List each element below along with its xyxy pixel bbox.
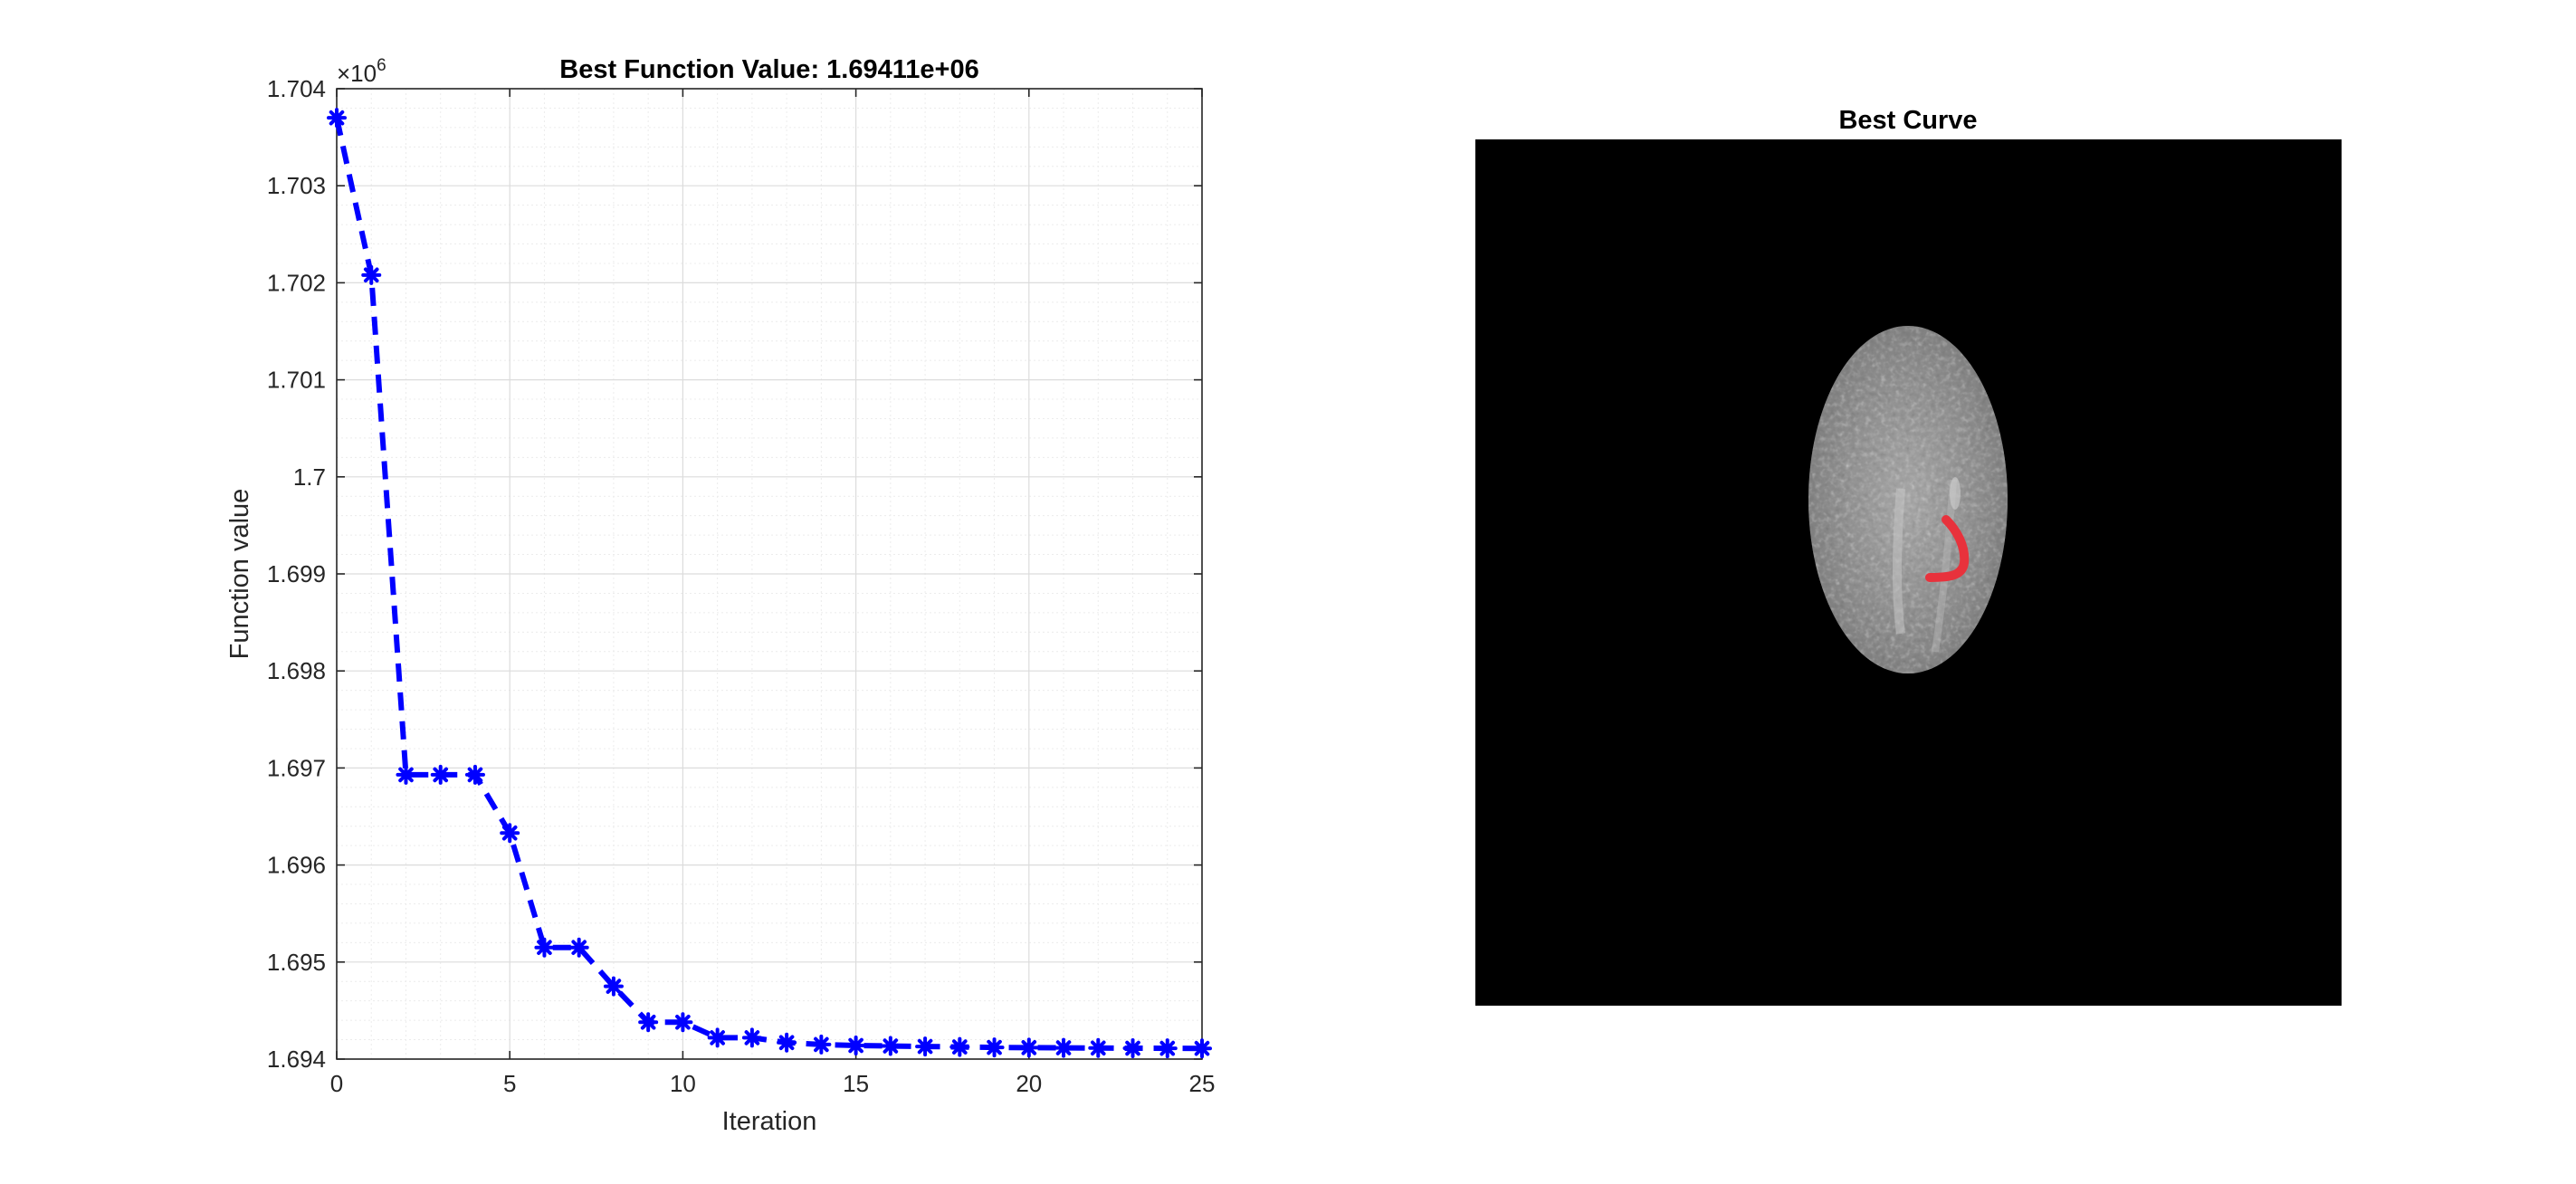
series-markers <box>327 108 1212 1059</box>
data-point <box>603 976 624 997</box>
exponent-power: 6 <box>377 56 386 75</box>
data-point <box>1157 1038 1178 1059</box>
data-point <box>500 823 520 844</box>
svg-text:×106: ×106 <box>337 56 386 87</box>
y-axis-exponent: ×106 <box>337 56 386 87</box>
y-tick-label: 1.699 <box>267 560 326 587</box>
y-tick-label: 1.7 <box>293 463 326 491</box>
x-tick-label: 10 <box>670 1070 696 1097</box>
data-point <box>396 764 416 785</box>
y-tick-label: 1.703 <box>267 172 326 199</box>
data-point <box>811 1034 832 1055</box>
image-title: Best Curve <box>1838 106 1977 135</box>
y-tick-label: 1.696 <box>267 852 326 879</box>
data-point <box>1088 1037 1109 1058</box>
data-point <box>638 1012 659 1033</box>
series-polyline <box>334 117 1203 1052</box>
function-value-chart: 0 5 10 15 20 25 1.6941.6951.6961.6971.6981.69… <box>225 55 1215 1136</box>
y-tick-label: 1.697 <box>267 754 326 781</box>
data-point <box>741 1027 762 1048</box>
data-point <box>707 1027 728 1048</box>
x-tick-labels: 0 5 10 15 20 25 <box>330 1070 1216 1097</box>
data-point <box>568 937 589 958</box>
data-point <box>915 1036 936 1057</box>
data-point <box>777 1032 797 1053</box>
y-tick-labels: 1.694 1.695 1.696 1.697 1.698 1.699 1.7 1.701 1.… <box>267 75 326 1073</box>
data-point <box>1018 1037 1039 1058</box>
y-tick-label: 1.702 <box>267 269 326 296</box>
data-point <box>1122 1037 1143 1058</box>
x-tick-label: 15 <box>843 1070 869 1097</box>
data-point <box>361 264 382 285</box>
data-point <box>430 764 451 785</box>
x-tick-label: 20 <box>1016 1070 1042 1097</box>
data-point <box>949 1036 970 1057</box>
y-axis-label: Function value <box>225 489 254 660</box>
y-tick-label: 1.701 <box>267 367 326 394</box>
data-point <box>984 1037 1005 1058</box>
data-point <box>845 1035 866 1055</box>
x-tick-label: 0 <box>330 1070 343 1097</box>
best-curve-path <box>1925 515 1970 582</box>
data-point <box>327 108 347 129</box>
y-tick-label: 1.695 <box>267 949 326 976</box>
data-point <box>1054 1037 1074 1058</box>
data-point <box>464 764 485 785</box>
y-tick-label: 1.704 <box>267 75 326 102</box>
y-tick-label: 1.698 <box>267 657 326 684</box>
major-grid <box>336 88 1203 1060</box>
data-point <box>673 1012 693 1033</box>
data-point <box>1192 1038 1212 1059</box>
series-line <box>334 117 1203 1052</box>
data-point <box>880 1036 901 1056</box>
chart-title: Best Function Value: 1.69411e+06 <box>559 55 978 84</box>
y-tick-label: 1.694 <box>267 1046 326 1073</box>
x-tick-label: 25 <box>1189 1070 1216 1097</box>
best-curve-image: Best Curve <box>1475 106 2342 1006</box>
data-point <box>534 937 555 958</box>
exponent-base: ×10 <box>337 60 377 87</box>
x-tick-label: 5 <box>503 1070 516 1097</box>
x-axis-label: Iteration <box>722 1107 817 1136</box>
